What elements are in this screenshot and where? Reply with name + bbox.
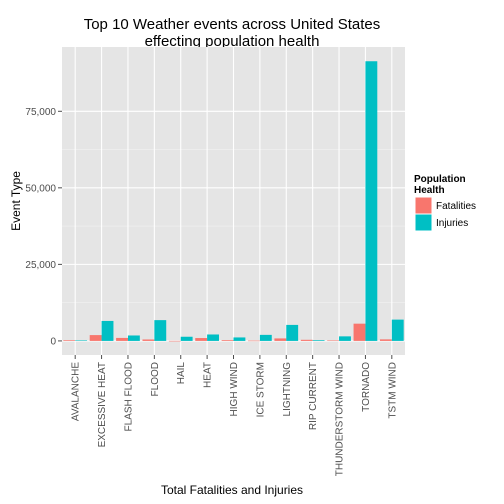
y-tick-label: 0 [50,336,56,347]
legend-key-fatalities [414,196,433,215]
bar-injuries-heat [207,334,219,341]
y-tick-label: 50,000 [25,183,56,194]
x-tick-label: HEAT [203,362,214,388]
legend-key-injuries [414,213,433,232]
y-axis-ticks: 0 25,000 50,000 75,000 [25,107,62,347]
chart-title-line-1: Top 10 Weather events across United Stat… [84,16,381,33]
x-tick-label: FLASH FLOOD [123,362,134,431]
bars [63,61,404,342]
x-tick-label: ICE STORM [255,362,266,417]
x-tick-label: HAIL [176,362,187,385]
legend-title-line-1: Population [414,174,466,185]
bar-injuries-high-wind [233,337,246,341]
bar-injuries-lightning [286,324,299,341]
y-tick-label: 75,000 [25,107,56,118]
y-tick-label: 25,000 [25,260,56,271]
bar-injuries-flood [154,320,167,341]
bar-fatalities-tstm-wind [379,339,392,341]
x-tick-label: AVALANCHE [71,362,82,421]
bar-fatalities-avalanche [63,340,76,341]
x-tick-label: RIP CURRENT [308,362,319,430]
bar-fatalities-high-wind [221,340,234,341]
bar-injuries-thunderstorm-wind [339,336,351,341]
bar-injuries-tstm-wind [391,319,404,341]
bar-injuries-excessive-heat [101,320,114,341]
bar-fatalities-tornado [353,323,366,341]
bar-fatalities-ice-storm [248,340,260,342]
x-axis-title: Total Fatalities and Injuries [161,483,303,497]
bar-injuries-avalanche [75,340,88,341]
x-tick-label: HIGH WIND [229,362,240,416]
bar-fatalities-lightning [274,338,287,341]
bar-fatalities-heat [195,338,208,341]
bar-fatalities-flood [142,339,155,341]
bar-injuries-tornado [365,61,378,341]
bar-injuries-flash-flood [127,335,140,341]
legend-title-line-2: Health [414,185,445,196]
legend-label-fatalities: Fatalities [436,201,476,212]
bar-fatalities-flash-flood [116,337,128,341]
chart-title-line-2: effecting population health [145,33,320,50]
bar-injuries-rip-current [312,340,325,341]
bar-injuries-hail [180,336,193,341]
x-tick-label: THUNDERSTORM WIND [335,362,346,476]
bar-fatalities-excessive-heat [89,335,102,341]
bar-fatalities-rip-current [300,339,313,341]
x-axis-ticks: AVALANCHE EXCESSIVE HEAT FLASH FLOOD FLOOD H… [71,355,398,476]
x-tick-label: LIGHTNING [282,362,293,417]
x-tick-label: EXCESSIVE HEAT [97,362,108,447]
x-tick-label: FLOOD [150,362,161,396]
legend: Population Health Fatalities Injuries [414,174,476,232]
bar-injuries-ice-storm [259,334,272,341]
y-axis-title: Event Type [9,171,23,231]
x-tick-label: TSTM WIND [387,362,398,419]
bar-fatalities-hail [168,340,181,342]
legend-label-injuries: Injuries [436,218,468,229]
x-tick-label: TORNADO [361,362,372,412]
bar-fatalities-thunderstorm-wind [327,340,340,342]
